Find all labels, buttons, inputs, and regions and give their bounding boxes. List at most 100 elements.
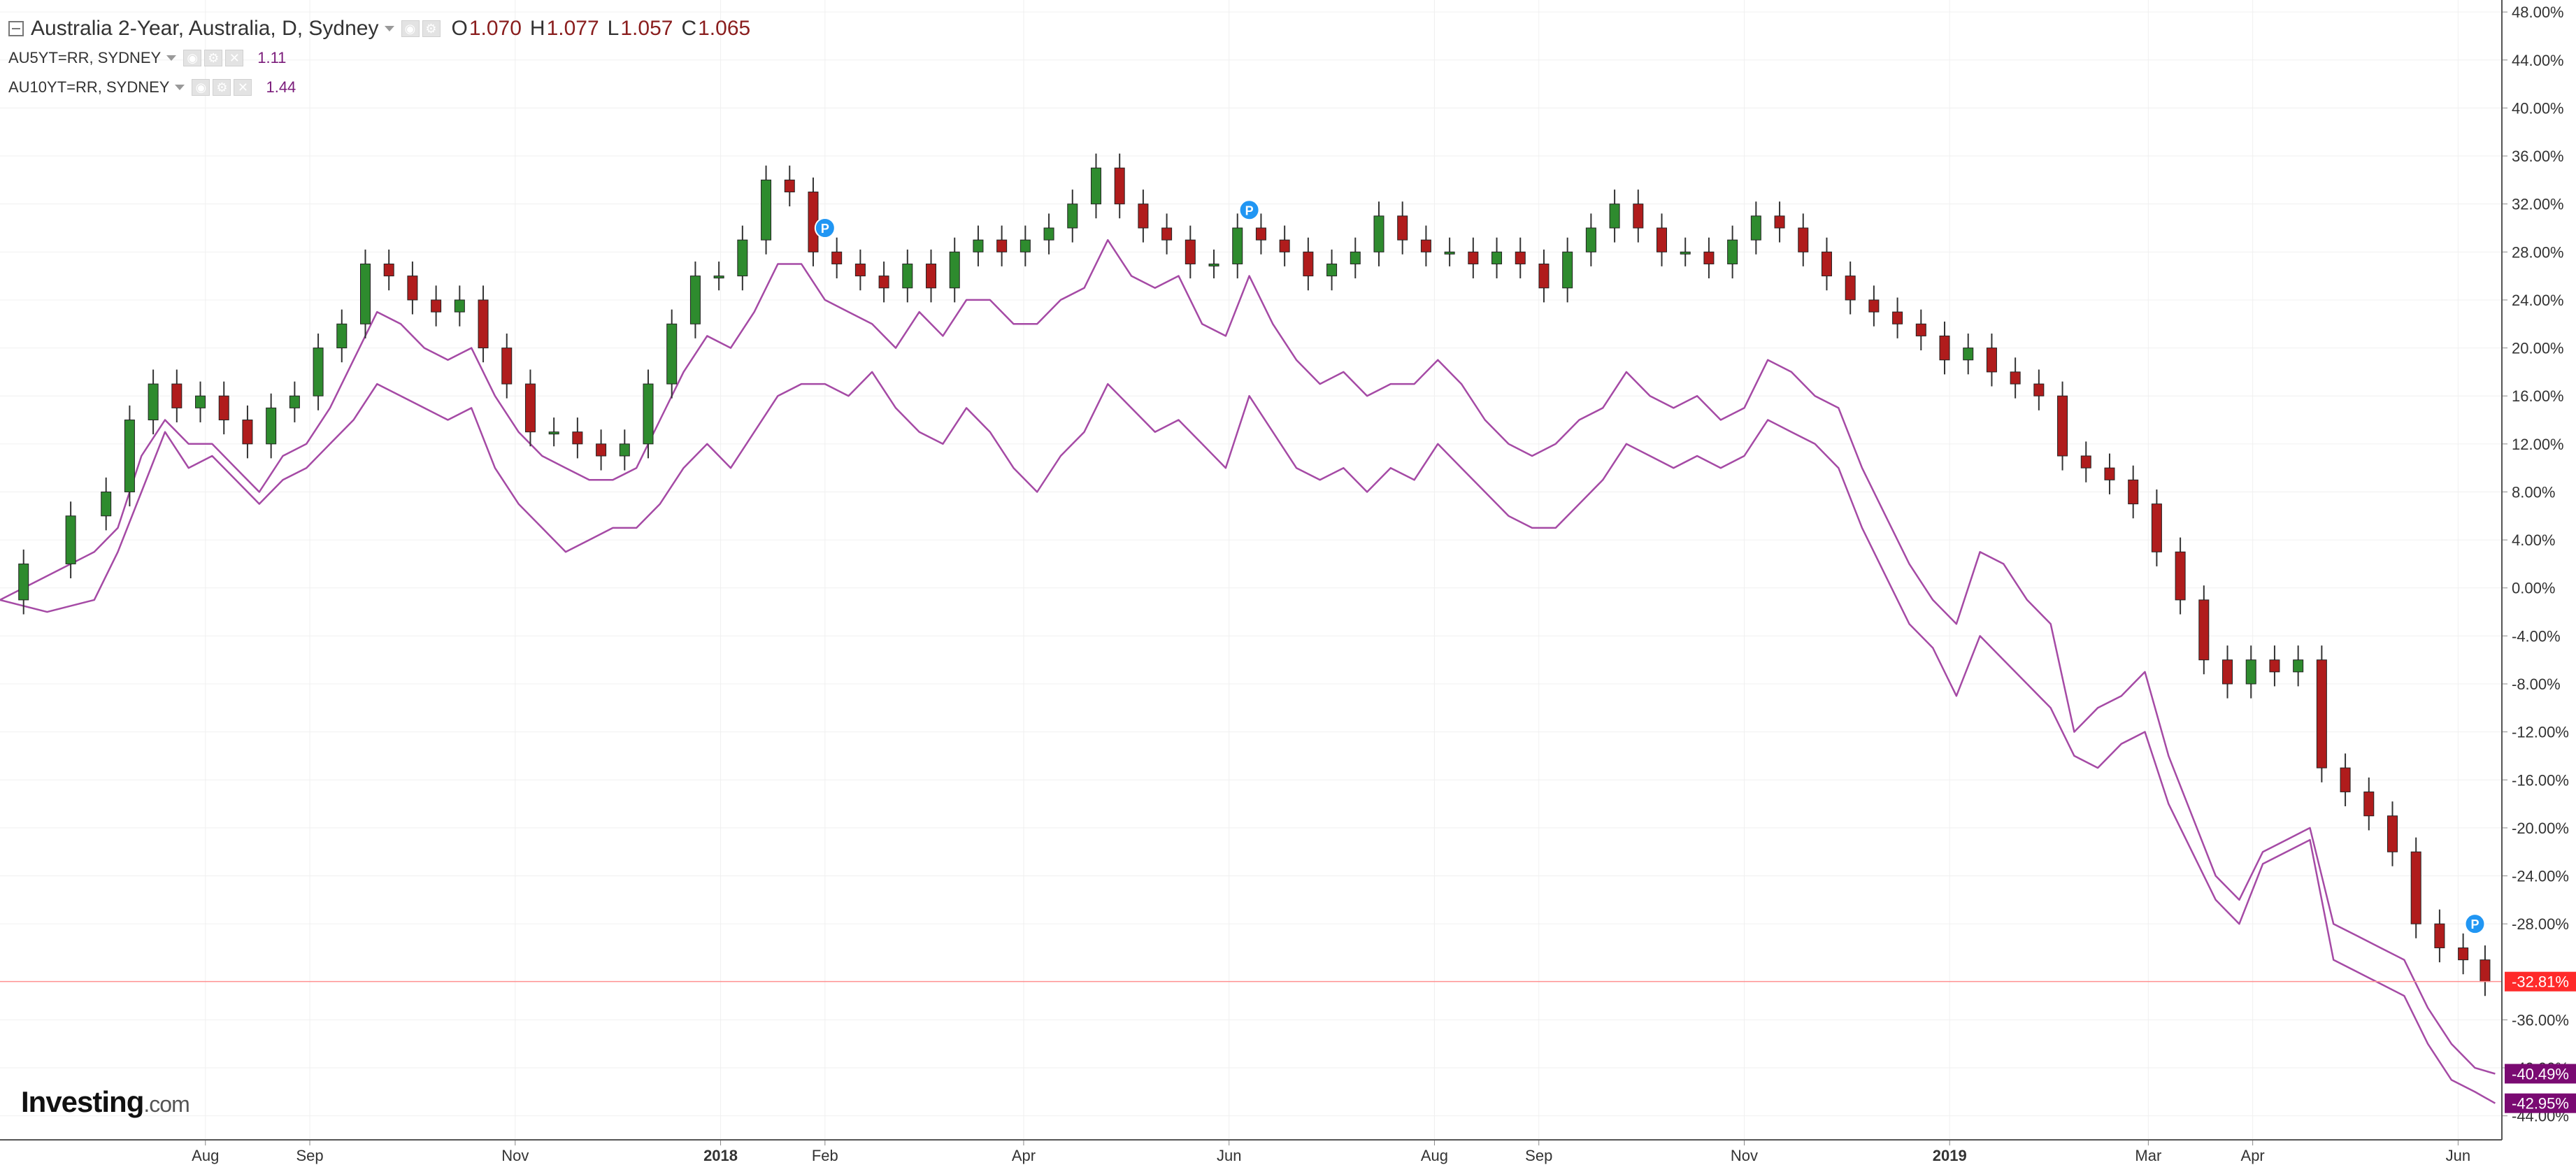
y-tick-label: 24.00% [2512,292,2564,309]
ohlc-low-value: 1.057 [620,17,673,40]
visibility-icon[interactable]: ◉ [401,20,420,37]
last-value-badge [2505,1064,2576,1084]
candle-body [596,443,607,457]
candle-body [1585,227,1596,252]
candle-body [1420,239,1431,252]
candle-body [2128,479,2139,505]
main-series-legend[interactable]: Australia 2-Year, Australia, D, Sydney ◉… [8,14,750,43]
settings-icon[interactable]: ⚙ [422,20,441,37]
compare-series-legend-10y[interactable]: AU10YT=RR, SYDNEY ◉ ⚙ ✕ 1.44 [8,73,750,102]
y-tick-label: 8.00% [2512,483,2555,501]
x-tick-label: Jun [1217,1147,1241,1164]
candle-body [454,299,465,313]
y-tick-label: 0.00% [2512,580,2555,597]
visibility-icon[interactable]: ◉ [183,50,202,66]
candle-body [1939,335,1950,361]
plot-area: P P P [0,153,2502,1104]
x-tick-label: Sep [1525,1147,1552,1164]
ohlc-high-value: 1.077 [546,17,599,40]
candle-body [1373,215,1384,252]
candle-body [1208,263,1219,266]
candle-body [737,239,748,277]
candle-body [854,263,866,277]
candle-body [1303,251,1314,277]
candle-body [2480,959,2491,982]
candle-body [148,383,159,421]
settings-icon[interactable]: ⚙ [204,50,223,66]
candle-body [1562,251,1573,289]
candle-body [666,323,678,385]
ohlc-high-label: H [529,17,545,40]
candle-body [996,239,1008,252]
candle-body [1138,203,1149,229]
candle-body [1161,227,1173,241]
candle-body [1821,251,1832,277]
event-marker-label: P [1245,203,1254,217]
candle-body [2363,791,2375,817]
candle-body [1515,251,1526,264]
close-icon[interactable]: ✕ [225,50,244,66]
candle-body [2151,503,2162,552]
candle-body [2198,599,2210,661]
candle-body [1538,263,1550,289]
y-tick-label: 28.00% [2512,243,2564,261]
candle-body [2387,815,2398,852]
candle-body [1656,227,1668,252]
chevron-down-icon[interactable] [384,26,394,31]
candle-body [2293,659,2304,673]
compare-series-legend-5y[interactable]: AU5YT=RR, SYDNEY ◉ ⚙ ✕ 1.11 [8,43,750,73]
candle-body [1963,348,1974,361]
candle-body [1868,299,1880,313]
candle-body [973,239,984,252]
candle-body [313,348,324,396]
candle-body [2410,851,2421,924]
settings-icon[interactable]: ⚙ [213,79,231,96]
candle-body [524,383,536,433]
x-tick-label: Apr [1012,1147,1036,1164]
candle-body [2222,659,2233,685]
candle-body [761,179,772,241]
candle-body [1774,215,1785,229]
y-tick-label: -12.00% [2512,724,2569,741]
y-tick-label: 36.00% [2512,148,2564,165]
chart-legend: Australia 2-Year, Australia, D, Sydney ◉… [8,14,750,102]
x-tick-label: Aug [1421,1147,1448,1164]
candle-body [1255,227,1266,241]
series-line [0,371,2496,1104]
candle-body [1444,251,1455,255]
visibility-icon[interactable]: ◉ [192,79,210,96]
candle-body [1703,251,1715,264]
candle-body [949,251,960,289]
candle-body [1798,227,1809,252]
y-tick-label: 44.00% [2512,52,2564,69]
candle-body [572,431,583,445]
candle-body [926,263,937,289]
candle-body [1185,239,1196,264]
y-tick-label: 12.00% [2512,436,2564,453]
compare-series-title: AU5YT=RR, SYDNEY [8,49,162,66]
candle-body [501,348,513,385]
compare-series-title: AU10YT=RR, SYDNEY [8,78,170,96]
candle-body [1090,167,1101,205]
candle-body [1019,239,1031,252]
candle-body [478,299,489,349]
event-marker [1238,199,1260,221]
chevron-down-icon[interactable] [166,55,177,61]
close-icon[interactable]: ✕ [234,79,252,96]
x-tick-label: Jun [2446,1147,2470,1164]
candle-body [643,383,654,445]
investing-logo[interactable]: Investing.com [21,1085,190,1119]
x-tick-label: 2018 [703,1147,738,1164]
candle-body [336,323,348,349]
last-value-badge-label: -42.95% [2512,1095,2569,1113]
collapse-icon[interactable] [8,21,24,36]
chevron-down-icon[interactable] [175,85,185,90]
y-tick-label: -24.00% [2512,868,2569,885]
candle-body [1067,203,1078,229]
compare-series-value: 1.11 [257,49,287,66]
candle-body [2104,467,2115,480]
candle-body [1397,215,1408,241]
